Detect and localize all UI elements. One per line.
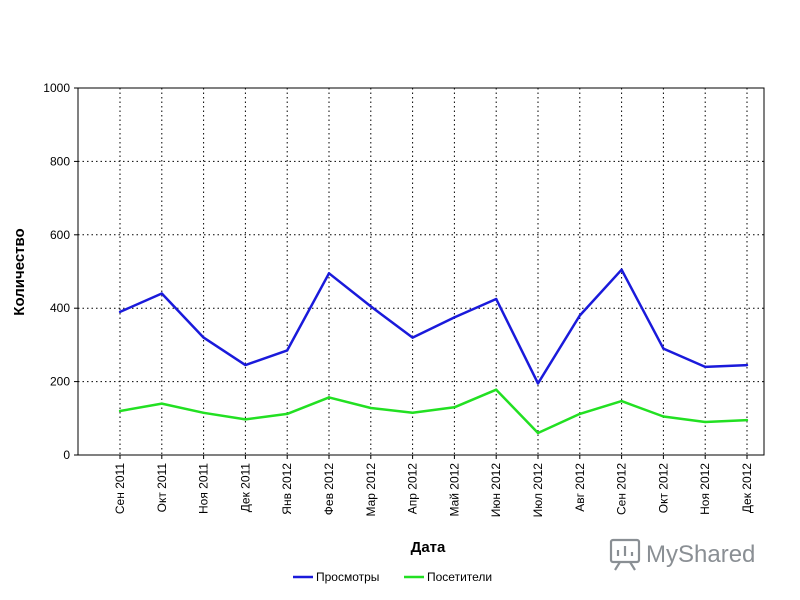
- series-2-point: [286, 412, 289, 416]
- series-2-point: [202, 411, 205, 414]
- series-2-point: [495, 388, 498, 391]
- series-1-point: [662, 347, 665, 350]
- series-2-point: [662, 415, 665, 418]
- series-2-point: [745, 418, 749, 422]
- watermark: MyShared: [609, 538, 755, 571]
- x-tick-label: Янв 2012: [280, 463, 294, 515]
- series-2-point: [160, 402, 163, 405]
- y-tick-label: 600: [50, 228, 70, 242]
- watermark-text: MyShared: [646, 541, 755, 568]
- series-1-point: [745, 363, 749, 367]
- x-axis: Сен 2011 Окт 2011 Ноя 2011 Дек 2011 Янв 2012…: [113, 455, 754, 517]
- x-tick-label: Сен 2011: [113, 463, 127, 514]
- series-2-point: [411, 411, 414, 414]
- x-tick-label: Авг 2012: [573, 463, 587, 512]
- legend-label-series-1: Просмотры: [316, 570, 379, 584]
- x-tick-label: Окт 2012: [656, 463, 670, 514]
- series-1-point: [620, 268, 623, 271]
- x-tick-label: Сен 2012: [615, 463, 629, 515]
- x-tick-label: Окт 2011: [155, 463, 169, 513]
- series-2-point: [118, 409, 122, 413]
- series-1-point: [453, 316, 456, 319]
- series-1-point: [118, 310, 122, 314]
- series-2-point: [578, 412, 581, 416]
- x-tick-label: Дек 2012: [740, 463, 754, 513]
- series-2-point: [536, 431, 540, 435]
- x-tick-label: Май 2012: [447, 463, 461, 517]
- series-line-2: [119, 388, 748, 435]
- series-1-point: [578, 314, 581, 317]
- series-1-point: [160, 292, 163, 295]
- plot-area-frame: [77, 87, 765, 456]
- x-tick-label: Ноя 2012: [698, 463, 712, 515]
- y-tick-label: 0: [63, 448, 70, 462]
- series-1-point: [286, 349, 289, 352]
- series-2-point: [244, 418, 247, 421]
- series-1-point: [411, 336, 414, 339]
- y-axis: 0 200 400 600 800 1000: [43, 81, 78, 462]
- series-1-point: [536, 382, 540, 385]
- series-2-point: [620, 399, 623, 403]
- x-axis-title: Дата: [411, 539, 446, 556]
- y-tick-label: 400: [50, 301, 70, 315]
- y-tick-label: 800: [50, 154, 70, 168]
- series-line-1: [119, 268, 748, 385]
- series-1-point: [369, 305, 372, 308]
- series-2-point: [327, 396, 331, 399]
- x-tick-label: Ноя 2011: [197, 463, 211, 514]
- y-axis-title: Количество: [11, 228, 28, 315]
- series-1-point: [244, 363, 247, 367]
- legend-label-series-2: Посетители: [427, 570, 492, 584]
- y-tick-label: 1000: [43, 81, 70, 95]
- legend: Просмотры Посетители: [293, 570, 492, 584]
- x-tick-label: Июн 2012: [489, 463, 503, 518]
- x-tick-label: Дек 2011: [238, 463, 252, 513]
- series-1-point: [327, 272, 331, 275]
- presentation-icon: [609, 538, 641, 571]
- series-2-point: [704, 420, 707, 424]
- x-tick-label: Фев 2012: [322, 463, 336, 516]
- x-tick-label: Мар 2012: [364, 463, 378, 517]
- x-tick-label: Апр 2012: [406, 463, 420, 515]
- series-1-point: [202, 336, 205, 339]
- series-lines: [118, 268, 749, 435]
- series-2-point: [453, 406, 456, 409]
- series-1-point: [704, 365, 707, 369]
- x-tick-label: Июл 2012: [531, 463, 545, 518]
- y-tick-label: 200: [50, 375, 70, 389]
- series-1-point: [495, 297, 498, 301]
- series-2-point: [369, 406, 372, 410]
- grid-lines: [78, 88, 764, 455]
